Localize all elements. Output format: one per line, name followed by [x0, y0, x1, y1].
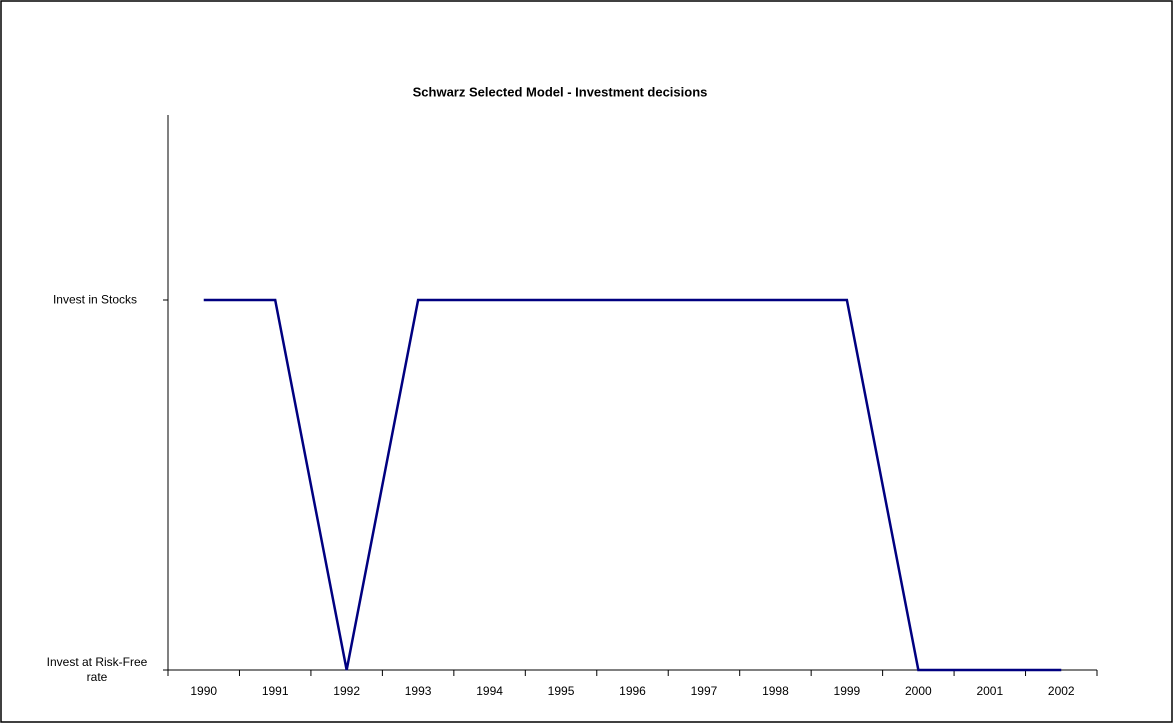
y-tick-label: Invest at Risk-Free rate — [46, 655, 148, 684]
data-line — [203, 298, 1062, 672]
x-tick-label: 1993 — [405, 684, 432, 698]
y-tick-label: Invest in Stocks — [52, 292, 138, 307]
x-tick-label: 1995 — [548, 684, 575, 698]
x-tick-label: 1991 — [262, 684, 289, 698]
x-tick-label: 2001 — [976, 684, 1003, 698]
x-tick-label: 1996 — [619, 684, 646, 698]
x-tick-label: 1990 — [190, 684, 217, 698]
x-tick-label: 1999 — [834, 684, 861, 698]
x-tick-label: 1994 — [476, 684, 503, 698]
chart-title: Schwarz Selected Model - Investment deci… — [413, 84, 708, 99]
x-tick-label: 1998 — [762, 684, 789, 698]
x-tick-label: 1992 — [333, 684, 360, 698]
x-tick-label: 2000 — [905, 684, 932, 698]
x-tick-label: 1997 — [691, 684, 718, 698]
x-tick-label: 2002 — [1048, 684, 1075, 698]
